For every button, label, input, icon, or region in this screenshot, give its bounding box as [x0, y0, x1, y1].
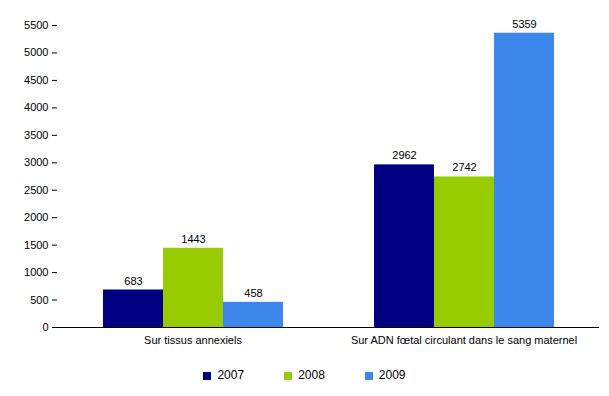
svg-text:5000: 5000 — [24, 46, 48, 58]
svg-text:2742: 2742 — [452, 161, 476, 173]
svg-text:1000: 1000 — [24, 266, 48, 278]
svg-text:5500: 5500 — [24, 19, 48, 31]
svg-text:Sur tissus annexiels: Sur tissus annexiels — [144, 334, 242, 346]
svg-text:458: 458 — [244, 287, 262, 299]
svg-text:2962: 2962 — [392, 149, 416, 161]
svg-text:2500: 2500 — [24, 184, 48, 196]
svg-text:4000: 4000 — [24, 101, 48, 113]
html-text:2008: 2008 — [298, 368, 325, 382]
html-text:2009: 2009 — [378, 368, 406, 382]
svg-text:500: 500 — [30, 294, 48, 306]
svg-text:Sur ADN fœtal circulant dans l: Sur ADN fœtal circulant dans le sang mat… — [351, 334, 577, 346]
svg-text:1500: 1500 — [24, 239, 48, 251]
svg-text:4500: 4500 — [24, 74, 48, 86]
svg-text:2000: 2000 — [24, 211, 48, 223]
svg-text:0: 0 — [42, 321, 48, 333]
svg-text:683: 683 — [124, 275, 142, 287]
svg-text:5359: 5359 — [512, 18, 536, 30]
svg-text:1443: 1443 — [181, 233, 205, 245]
svg-text:3000: 3000 — [24, 156, 48, 168]
html-text:2007: 2007 — [217, 368, 245, 382]
svg-text:3500: 3500 — [24, 129, 48, 141]
